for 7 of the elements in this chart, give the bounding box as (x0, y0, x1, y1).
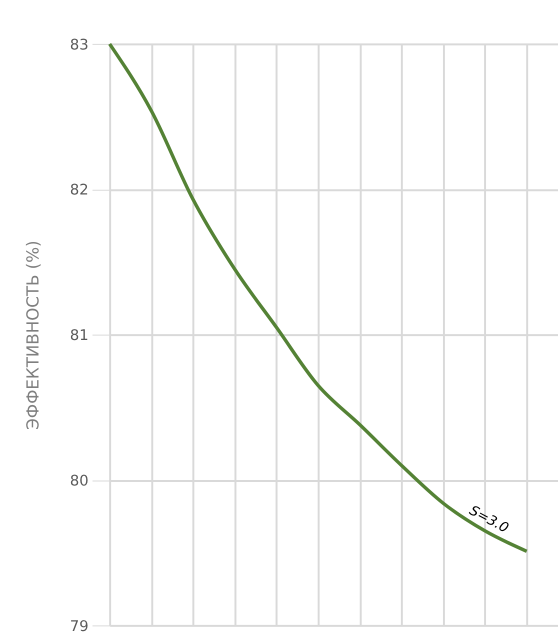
y-tick-label: 82 (70, 182, 89, 199)
y-tick-label: 79 (70, 618, 89, 635)
y-tick-label: 83 (70, 36, 89, 54)
y-axis-title: ЭФФЕКТИВНОСТЬ (%) (24, 240, 43, 430)
y-tick-label: 80 (70, 472, 89, 490)
y-tick-label: 81 (70, 327, 89, 344)
line-series (108, 42, 528, 553)
